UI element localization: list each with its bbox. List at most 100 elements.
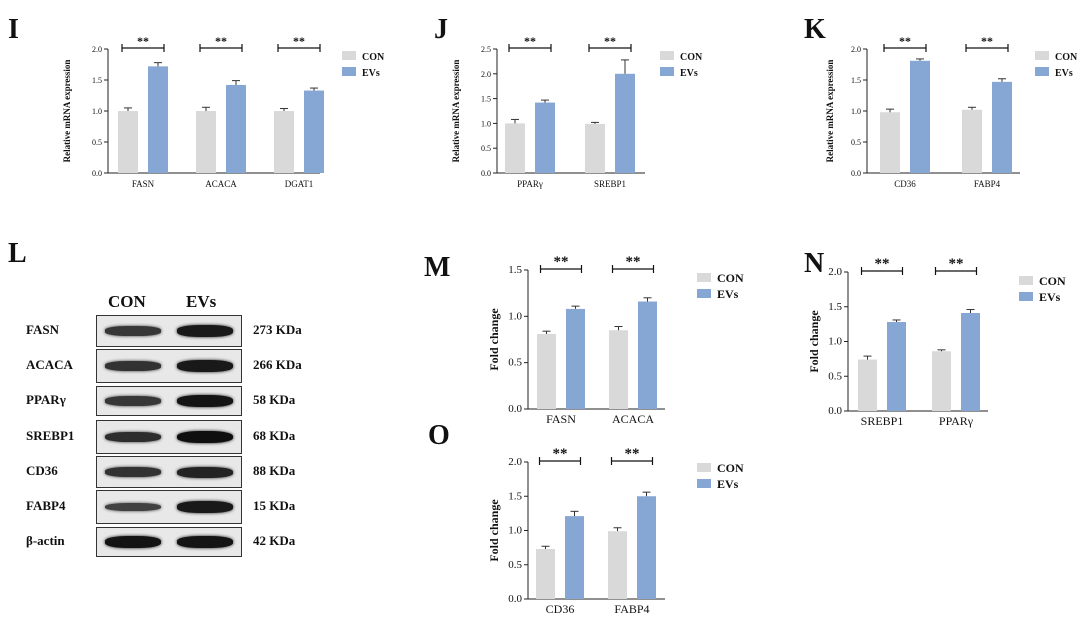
significance-label: ** [554, 254, 569, 270]
wb-blot-strip [96, 315, 242, 347]
bar-evs-dgat1 [304, 90, 324, 173]
bar-con-ppar [505, 123, 525, 173]
significance-label: ** [949, 256, 964, 272]
legend-swatch-evs [1035, 67, 1049, 76]
bar-evs-srebp1 [887, 322, 906, 411]
y-tick-label: 1.5 [508, 490, 522, 502]
x-tick-label: SREBP1 [594, 179, 626, 189]
legend-label-evs: EVs [680, 68, 698, 79]
wb-band-evs [177, 501, 233, 513]
legend-label-con: CON [1039, 274, 1066, 288]
legend-label-con: CON [680, 52, 703, 63]
panel-letter-m: M [424, 252, 451, 283]
wb-protein-label: ACACA [26, 357, 73, 372]
bar-con-srebp1 [858, 359, 877, 411]
bar-evs-fabp4 [637, 496, 656, 599]
y-tick-label: 0.5 [851, 138, 861, 147]
bar-evs-acaca [638, 301, 657, 409]
wb-protein-label: SREBP1 [26, 428, 75, 443]
wb-band-con [105, 431, 161, 443]
wb-molecular-weight: 88 KDa [253, 463, 296, 478]
panel-letter-o: O [428, 420, 450, 451]
significance-label: ** [553, 446, 568, 462]
y-tick-label: 1.0 [92, 107, 102, 116]
chart-k: 0.0 0.5 1.0 1.5 2.0 Relative mRNA expression C… [825, 34, 1078, 189]
bar-con-ppar [932, 351, 951, 411]
x-tick-label: CD36 [546, 602, 575, 616]
bar-evs-fasn [566, 308, 585, 409]
y-tick-label: 0.5 [828, 370, 842, 382]
bar-con-cd36 [536, 548, 555, 599]
significance-label: ** [981, 34, 993, 48]
x-tick-label: PPARγ [939, 414, 974, 428]
panel-letter-j: J [434, 14, 448, 45]
legend-label-evs: EVs [1055, 68, 1073, 79]
y-tick-label: 1.0 [828, 336, 842, 348]
significance-label: ** [215, 34, 227, 48]
x-tick-label: FASN [546, 412, 576, 426]
wb-band-evs [177, 430, 233, 444]
y-tick-label: 0.0 [508, 593, 522, 605]
y-tick-label: 0.0 [828, 405, 842, 417]
wb-band-evs [177, 394, 233, 408]
bar-con-fabp4 [608, 531, 627, 599]
x-tick-label: ACACA [205, 179, 237, 189]
x-tick-label: DGAT1 [285, 179, 314, 189]
wb-blot-strip [96, 420, 242, 454]
significance-label: ** [625, 446, 640, 462]
bar-evs-fasn [148, 66, 168, 173]
legend-label-con: CON [362, 52, 385, 63]
x-tick-label: FASN [132, 179, 155, 189]
legend-label-con: CON [1055, 52, 1078, 63]
bar-evs-ppar [535, 102, 555, 173]
x-tick-label: ACACA [612, 412, 654, 426]
wb-blot-strip [96, 527, 242, 557]
wb-molecular-weight: 15 KDa [253, 498, 296, 513]
y-tick-label: 0.5 [481, 144, 491, 153]
bar-con-dgat1 [274, 111, 294, 173]
wb-protein-label: β-actin [26, 533, 65, 548]
panel-letter-l: L [8, 238, 27, 269]
chart-m: 0.0 0.5 1.0 1.5 Fold change FASN ** ACACA ** CON E… [487, 254, 744, 426]
y-axis-label: Relative mRNA expression [825, 60, 835, 163]
panel-letter-n: N [804, 248, 825, 279]
wb-band-con [105, 326, 161, 336]
legend-swatch-con [697, 463, 711, 472]
panel-letter-k: K [804, 14, 826, 45]
y-tick-label: 0.0 [508, 403, 522, 415]
chart-o: 0.0 0.5 1.0 1.5 2.0 Fold change CD36 ** FABP4 ** C… [487, 446, 744, 616]
significance-label: ** [293, 34, 305, 48]
wb-protein-label: FABP4 [26, 498, 66, 513]
legend-swatch-con [660, 51, 674, 60]
significance-label: ** [875, 256, 890, 272]
y-axis-label: Fold change [487, 308, 501, 371]
y-tick-label: 0.0 [92, 169, 102, 178]
x-tick-label: PPARγ [517, 179, 543, 189]
bar-con-acaca [609, 330, 628, 409]
x-tick-label: SREBP1 [861, 414, 904, 428]
y-tick-label: 0.5 [508, 357, 522, 369]
chart-i: 0.0 0.5 1.0 1.5 2.0 Relative mRNA expression F… [62, 34, 385, 189]
chart-j: 0.0 0.5 1.0 1.5 2.0 2.5 Relative mRNA expressi… [451, 34, 703, 189]
legend-label-evs: EVs [1039, 290, 1061, 304]
wb-band-evs [177, 360, 233, 372]
legend-swatch-con [1035, 51, 1049, 60]
y-axis-label: Relative mRNA expression [62, 60, 72, 163]
bar-con-srebp1 [585, 123, 605, 173]
legend-label-evs: EVs [362, 68, 380, 79]
panel-letter-i: I [8, 14, 19, 45]
x-tick-label: FABP4 [974, 179, 1001, 189]
y-tick-label: 2.5 [481, 45, 491, 54]
y-tick-label: 1.5 [508, 264, 522, 276]
legend-label-con: CON [717, 271, 744, 285]
wb-molecular-weight: 273 KDa [253, 322, 302, 337]
y-tick-label: 2.0 [508, 456, 522, 468]
legend-swatch-con [1019, 276, 1033, 285]
wb-molecular-weight: 266 KDa [253, 357, 302, 372]
wb-header-evs: EVs [186, 292, 217, 311]
y-tick-label: 1.0 [481, 119, 491, 128]
y-axis-label: Fold change [487, 499, 501, 562]
bar-con-fabp4 [962, 109, 982, 173]
y-tick-label: 1.0 [851, 107, 861, 116]
wb-band-evs [177, 325, 233, 337]
